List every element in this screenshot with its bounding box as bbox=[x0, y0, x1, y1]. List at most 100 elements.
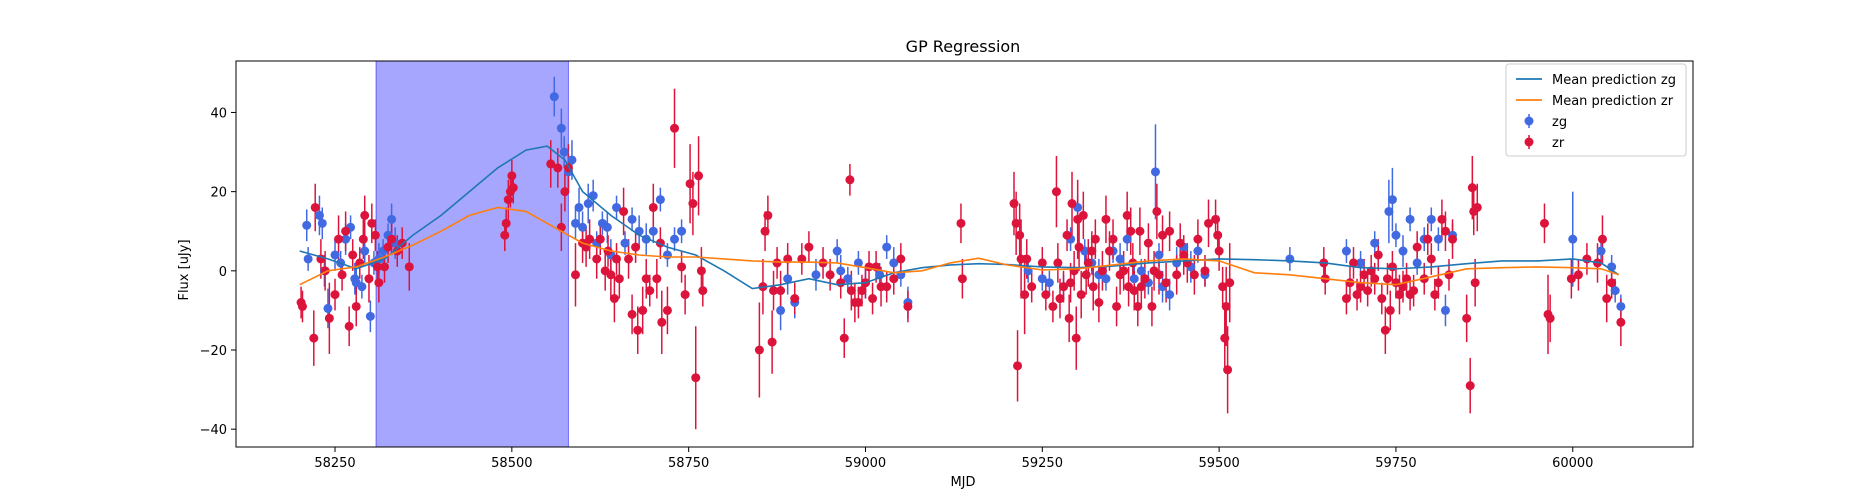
point-zg bbox=[1426, 214, 1436, 224]
point-zr bbox=[1140, 274, 1150, 284]
point-zr bbox=[1048, 301, 1058, 311]
point-zr bbox=[1359, 270, 1369, 280]
point-zr bbox=[1200, 266, 1210, 276]
point-zr bbox=[1129, 286, 1139, 296]
point-zr bbox=[614, 274, 624, 284]
point-zr bbox=[648, 202, 658, 212]
point-zr bbox=[612, 254, 622, 264]
point-zr bbox=[1409, 286, 1419, 296]
point-zr bbox=[882, 282, 892, 292]
point-zg bbox=[1136, 266, 1146, 276]
point-zr bbox=[685, 179, 695, 189]
point-zr bbox=[1097, 266, 1107, 276]
point-zr bbox=[404, 262, 414, 272]
point-zg bbox=[1412, 258, 1422, 268]
point-zg bbox=[1610, 286, 1620, 296]
point-zr bbox=[1462, 313, 1472, 323]
point-zr bbox=[846, 286, 856, 296]
point-zg bbox=[670, 234, 680, 244]
point-zr bbox=[1011, 218, 1021, 228]
point-zr bbox=[767, 337, 777, 347]
point-zg bbox=[627, 214, 637, 224]
point-zr bbox=[1394, 290, 1404, 300]
point-zg bbox=[662, 250, 672, 260]
point-zg bbox=[567, 155, 577, 165]
point-zr bbox=[836, 278, 846, 288]
point-zr bbox=[1387, 262, 1397, 272]
point-zg bbox=[1150, 167, 1160, 177]
point-zr bbox=[501, 218, 511, 228]
point-zr bbox=[1154, 270, 1164, 280]
y-tick-label: −20 bbox=[200, 344, 227, 359]
x-tick-label: 58750 bbox=[668, 456, 709, 471]
point-zr bbox=[670, 123, 680, 133]
point-zg bbox=[330, 250, 340, 260]
point-zg bbox=[677, 226, 687, 236]
point-zr bbox=[1122, 210, 1132, 220]
point-zr bbox=[334, 234, 344, 244]
point-zg bbox=[1044, 278, 1054, 288]
point-zr bbox=[1423, 234, 1433, 244]
point-zr bbox=[889, 274, 899, 284]
plot-area bbox=[296, 60, 1626, 448]
point-zr bbox=[1067, 199, 1077, 209]
point-zr bbox=[1059, 282, 1069, 292]
point-zr bbox=[1094, 297, 1104, 307]
point-zr bbox=[790, 294, 800, 304]
point-zr bbox=[896, 254, 906, 264]
point-zr bbox=[956, 218, 966, 228]
point-zr bbox=[1161, 278, 1171, 288]
point-zr bbox=[763, 210, 773, 220]
point-zr bbox=[1370, 274, 1380, 284]
point-zr bbox=[957, 274, 967, 284]
point-zr bbox=[383, 242, 393, 252]
point-zr bbox=[503, 195, 513, 205]
point-zg bbox=[357, 282, 367, 292]
point-zg bbox=[836, 266, 846, 276]
point-zr bbox=[1566, 274, 1576, 284]
x-axis-ticks: 58250 58500 58750 59000 59250 59500 59750 60000 bbox=[314, 447, 1593, 471]
legend-label: zr bbox=[1552, 136, 1565, 151]
point-zr bbox=[903, 301, 913, 311]
point-zr bbox=[360, 210, 370, 220]
point-zg bbox=[387, 214, 397, 224]
x-tick-label: 58500 bbox=[491, 456, 532, 471]
y-axis-ticks: −40 −20 0 20 40 bbox=[200, 106, 236, 438]
point-zg bbox=[620, 238, 630, 248]
point-zr bbox=[1136, 282, 1146, 292]
point-zr bbox=[694, 171, 704, 181]
point-zg bbox=[1398, 246, 1408, 256]
point-zr bbox=[1147, 301, 1157, 311]
point-zr bbox=[868, 294, 878, 304]
point-zr bbox=[500, 230, 510, 240]
point-zr bbox=[297, 301, 307, 311]
point-zr bbox=[619, 206, 629, 216]
point-zr bbox=[1426, 254, 1436, 264]
point-zr bbox=[688, 199, 698, 209]
point-zr bbox=[845, 175, 855, 185]
legend-marker-handle bbox=[1524, 137, 1534, 147]
point-zg bbox=[648, 226, 658, 236]
point-zr bbox=[691, 373, 701, 383]
point-zg bbox=[882, 242, 892, 252]
point-zg bbox=[1387, 195, 1397, 205]
point-zr bbox=[853, 297, 863, 307]
x-tick-label: 58250 bbox=[314, 456, 355, 471]
point-zr bbox=[1071, 333, 1081, 343]
point-zr bbox=[698, 286, 708, 296]
legend-label: Mean prediction zr bbox=[1552, 94, 1674, 109]
point-zr bbox=[1221, 301, 1231, 311]
shaded-region bbox=[375, 60, 569, 448]
point-zg bbox=[1115, 254, 1125, 264]
x-tick-label: 59750 bbox=[1375, 456, 1416, 471]
point-zg bbox=[1154, 250, 1164, 260]
point-zr bbox=[627, 309, 637, 319]
legend-box bbox=[1505, 63, 1687, 157]
point-zr bbox=[374, 278, 384, 288]
point-zr bbox=[1448, 234, 1458, 244]
point-zg bbox=[843, 274, 853, 284]
point-zr bbox=[387, 234, 397, 244]
point-zr bbox=[1015, 230, 1025, 240]
point-zr bbox=[1064, 313, 1074, 323]
point-zr bbox=[606, 270, 616, 280]
